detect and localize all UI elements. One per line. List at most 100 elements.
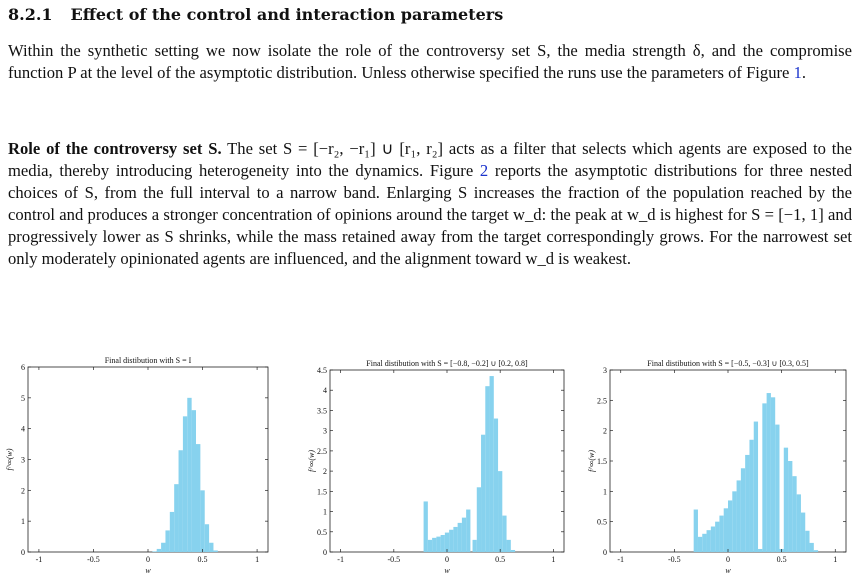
histogram-bar (762, 403, 767, 552)
x-axis-label: w (725, 566, 731, 575)
histogram-bar (209, 542, 214, 552)
plot-title: Final distibution with S = [−0.5, −0.3] … (647, 359, 809, 368)
x-tick-label: 0.5 (777, 555, 787, 564)
histogram-bar (191, 410, 196, 552)
x-tick-label: 0 (146, 555, 150, 564)
histogram-bar (187, 397, 192, 552)
y-tick-label: 1 (21, 517, 25, 526)
y-axis-label: f^∞(w) (5, 448, 14, 470)
y-tick-label: 4.5 (317, 366, 327, 375)
histogram-bar (457, 522, 462, 552)
x-axis-label: w (145, 566, 151, 575)
histogram-bar (697, 536, 703, 552)
y-tick-label: 1.5 (317, 487, 327, 496)
histogram-bar (783, 447, 789, 552)
histogram-plot-narrow-set: -1 -0.5 0 0.5 1 0 0.5 1 1.5 2 2.5 3 Final distibutio… (587, 359, 847, 575)
histogram-bar (204, 524, 210, 552)
histogram-bar (485, 386, 490, 552)
plot-title: Final distibution with S = [−0.8, −0.2] … (366, 359, 528, 368)
histogram-bar (493, 418, 499, 552)
y-tick-label: 2 (603, 427, 607, 436)
histogram-bar (427, 539, 433, 552)
y-tick-label: 0.5 (317, 528, 327, 537)
histogram-bar (723, 508, 728, 552)
x-tick-label: -0.5 (668, 555, 681, 564)
section-heading: 8.2.1 Effect of the control and interacti… (8, 4, 853, 26)
y-tick-label: 5 (21, 394, 25, 403)
y-tick-label: 3.5 (317, 406, 327, 415)
y-tick-label: 2 (323, 467, 327, 476)
paragraph-controversy-set: Role of the controversy set S. The set S… (8, 138, 852, 270)
paragraph-controversy-text-a: The set S = [−r₂, −r₁] ∪ [r₁, r₂] acts a… (8, 139, 853, 180)
y-tick-label: 0 (323, 548, 327, 557)
x-tick-label: 1 (551, 555, 555, 564)
histogram-bar (749, 439, 754, 552)
y-tick-label: 2.5 (317, 447, 327, 456)
x-tick-label: 1 (833, 555, 837, 564)
y-axis-label: f^∞(w) (587, 450, 596, 472)
y-tick-label: 6 (21, 363, 25, 372)
histogram-bar (506, 539, 511, 552)
histogram-bar (461, 517, 467, 552)
x-tick-label: 0.5 (198, 555, 208, 564)
histogram-bar (174, 484, 179, 552)
histogram-bar (736, 480, 741, 552)
section-number: 8.2.1 (8, 5, 53, 24)
histogram-bar (732, 491, 737, 552)
histogram-bar (200, 490, 205, 552)
histogram-bar (719, 515, 724, 552)
histogram-bar (796, 494, 801, 552)
x-tick-label: 0.5 (495, 555, 505, 564)
histogram-bar (440, 535, 445, 552)
histogram-bar (728, 500, 733, 552)
paragraph-controversy-text-b: reports the asymptotic distributions for… (8, 161, 852, 268)
histogram-bar (805, 530, 810, 552)
histogram-bar (498, 471, 503, 552)
histogram-bar (165, 530, 170, 552)
histogram-bar (702, 533, 707, 552)
figure-2-link[interactable]: 2 (479, 161, 489, 180)
histogram-bar (432, 537, 437, 552)
histogram-bar (745, 454, 750, 552)
plot-frame (27, 366, 269, 553)
y-tick-label: 3 (21, 456, 25, 465)
x-tick-label: -0.5 (387, 555, 400, 564)
histogram-bar (213, 550, 218, 552)
y-tick-label: 3 (603, 366, 607, 375)
histogram-bar (489, 376, 494, 552)
histogram-bar (178, 450, 183, 552)
histogram-bar (693, 509, 698, 552)
histogram-bar (800, 512, 806, 552)
histogram-bar (809, 542, 814, 552)
histogram-bar (788, 461, 793, 552)
paragraph-intro-text-b: . (801, 63, 807, 82)
section-title: Effect of the control and interaction pa… (70, 5, 504, 24)
histogram-bar (423, 501, 428, 552)
histogram-bar (472, 539, 477, 552)
histogram-bar (152, 551, 157, 552)
y-tick-label: 0.5 (597, 518, 607, 527)
y-tick-label: 4 (323, 386, 327, 395)
histogram-bar (182, 416, 188, 552)
paragraph-runin-heading: Role of the controversy set S. (8, 139, 222, 158)
x-tick-label: -1 (36, 555, 43, 564)
y-tick-label: 3 (323, 427, 327, 436)
paragraph-intro-text-a: Within the synthetic setting we now isol… (8, 41, 852, 82)
figure-1-link[interactable]: 1 (793, 63, 802, 82)
y-axis-label: f^∞(w) (307, 450, 316, 472)
histogram-bar (766, 393, 771, 552)
histogram-bar (740, 468, 746, 552)
histogram-bar (481, 434, 486, 552)
histogram-bar (770, 397, 776, 552)
y-tick-label: 1.5 (597, 457, 607, 466)
histogram-bar (466, 509, 471, 552)
y-tick-label: 2.5 (597, 396, 607, 405)
histogram-bar (453, 526, 458, 552)
histogram-bar (444, 532, 450, 552)
histogram-bar (449, 529, 454, 552)
x-tick-label: 0 (445, 555, 449, 564)
histogram-bar (476, 487, 482, 552)
plot-frame (329, 369, 565, 553)
y-tick-label: 4 (21, 425, 25, 434)
histogram-plot-wide-set: -1 -0.5 0 0.5 1 0 0.5 1 1.5 2 2.5 3 3.5 4 4.5 Final dis… (307, 359, 565, 575)
